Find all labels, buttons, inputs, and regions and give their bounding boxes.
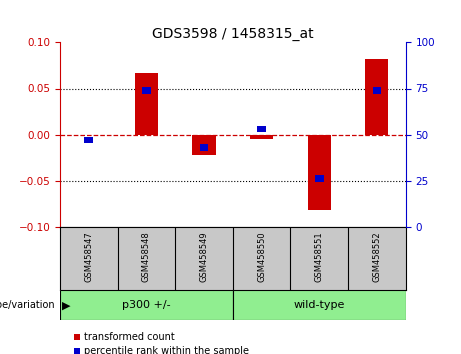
Bar (315, 176, 324, 182)
Bar (193, 135, 216, 155)
Bar (372, 87, 381, 93)
Text: p300 +/-: p300 +/- (122, 300, 171, 310)
Text: percentile rank within the sample: percentile rank within the sample (84, 346, 249, 354)
Text: transformed count: transformed count (84, 332, 175, 342)
Text: genotype/variation: genotype/variation (0, 300, 55, 310)
Bar (365, 59, 388, 135)
Text: GSM458552: GSM458552 (372, 232, 381, 282)
Text: ▶: ▶ (62, 300, 71, 310)
Text: GSM458547: GSM458547 (84, 232, 93, 282)
Bar (257, 126, 266, 132)
Text: GSM458551: GSM458551 (315, 232, 324, 282)
Bar (250, 135, 273, 139)
Bar (142, 87, 151, 93)
Bar (60, 290, 233, 320)
Text: GSM458550: GSM458550 (257, 232, 266, 282)
Text: GSM458549: GSM458549 (200, 232, 208, 282)
Bar (233, 290, 406, 320)
Bar (84, 137, 93, 143)
Bar (135, 73, 158, 135)
Text: GSM458548: GSM458548 (142, 232, 151, 282)
Title: GDS3598 / 1458315_at: GDS3598 / 1458315_at (152, 28, 313, 41)
Bar (308, 135, 331, 210)
Bar (200, 144, 208, 151)
Text: wild-type: wild-type (294, 300, 345, 310)
